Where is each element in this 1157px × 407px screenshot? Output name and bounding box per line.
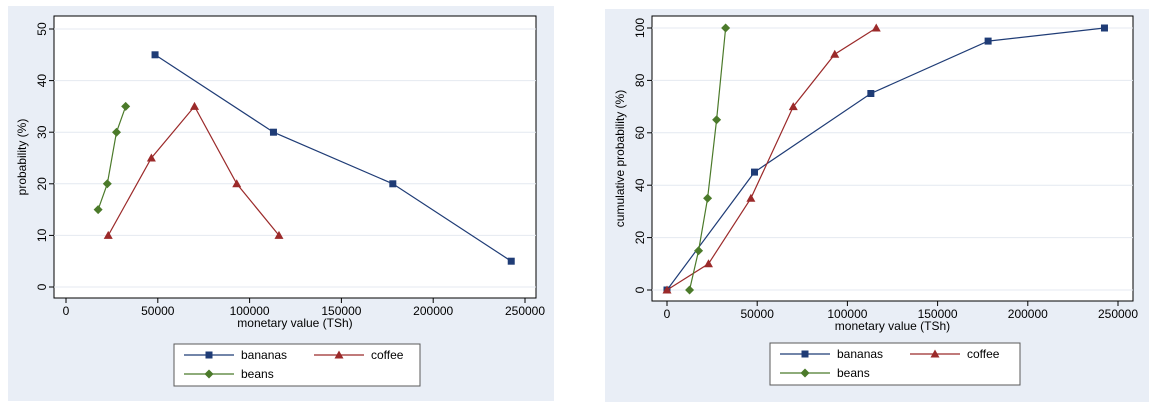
- data-point-bananas: [389, 180, 397, 188]
- data-point-coffee: [746, 193, 756, 202]
- data-point-coffee: [830, 49, 840, 58]
- plot-area: [53, 15, 537, 299]
- x-axis-label: monetary value (TSh): [835, 319, 950, 333]
- x-tick-label: 250000: [1098, 307, 1138, 321]
- data-point-coffee: [274, 230, 284, 239]
- data-point-beans: [102, 179, 112, 189]
- x-tick-label: 50000: [141, 304, 175, 318]
- data-point-coffee: [703, 259, 713, 268]
- series-line-beans: [97, 106, 127, 210]
- x-tick-label: 200000: [413, 304, 453, 318]
- data-point-coffee: [190, 101, 200, 110]
- legend-marker-beans: [204, 369, 214, 379]
- y-axis-label: probability (%): [15, 119, 29, 196]
- series-beans: [685, 23, 731, 295]
- series-line-coffee: [666, 27, 877, 291]
- data-point-beans: [121, 101, 131, 111]
- data-point-bananas: [507, 257, 515, 265]
- x-tick-label: 250000: [505, 304, 545, 318]
- data-point-bananas: [1100, 24, 1108, 32]
- y-tick-label: 50: [35, 22, 49, 36]
- x-tick-label: 0: [63, 304, 70, 318]
- data-point-beans: [111, 127, 121, 137]
- data-point-coffee: [871, 23, 881, 32]
- data-point-bananas: [151, 51, 159, 59]
- data-point-bananas: [750, 168, 758, 176]
- left-chart-panel: 0 10 20 30 40 50 0 50000 100000 150000 200000 25000…: [8, 6, 554, 401]
- legend-marker-bananas: [205, 351, 213, 359]
- x-axis-label: monetary value (TSh): [237, 316, 352, 330]
- data-point-coffee: [662, 285, 672, 294]
- x-tick-label: 150000: [321, 304, 361, 318]
- series-coffee: [662, 23, 881, 294]
- y-axis-label: cumulative probability (%): [613, 90, 627, 227]
- legend-label-coffee: coffee: [967, 347, 1000, 361]
- legend-box: [173, 343, 421, 387]
- x-tick-label: 50000: [741, 307, 775, 321]
- data-point-bananas: [269, 128, 277, 136]
- legend-box: [769, 342, 1021, 386]
- x-tick-label: 100000: [827, 307, 867, 321]
- data-point-coffee: [146, 153, 156, 162]
- legend-label-beans: beans: [837, 366, 870, 380]
- data-point-coffee: [103, 230, 113, 239]
- plot-area: [651, 15, 1134, 302]
- y-tick-label: 0: [633, 286, 647, 293]
- series-bananas: [151, 51, 515, 265]
- y-tick-label: 20: [35, 177, 49, 191]
- y-tick-label: 20: [633, 231, 647, 245]
- data-point-bananas: [984, 37, 992, 45]
- legend: bananas coffee beans: [769, 342, 1021, 386]
- legend: bananas coffee beans: [173, 343, 421, 387]
- data-point-beans: [694, 246, 704, 256]
- legend-marker-coffee: [334, 350, 344, 359]
- legend-marker-beans: [800, 368, 810, 378]
- y-tick-label: 40: [633, 178, 647, 192]
- y-tick-label: 80: [633, 73, 647, 87]
- legend-marker-bananas: [801, 350, 809, 358]
- legend-marker-coffee: [930, 349, 940, 358]
- series-line-bananas: [154, 54, 512, 262]
- x-tick-label: 0: [664, 307, 671, 321]
- right-chart-panel: 0 20 40 60 80 100 0 50000 100000 150000 200000 2500…: [605, 9, 1149, 402]
- series-coffee: [103, 101, 284, 239]
- data-point-beans: [703, 193, 713, 203]
- cumulative-probability-chart: 0 20 40 60 80 100 0 50000 100000 150000 200000 2500…: [613, 15, 1138, 386]
- data-point-beans: [721, 23, 731, 33]
- x-tick-label: 150000: [918, 307, 958, 321]
- legend-label-bananas: bananas: [837, 347, 883, 361]
- legend-label-beans: beans: [241, 367, 274, 381]
- data-point-beans: [712, 115, 722, 125]
- y-tick-label: 0: [35, 283, 49, 290]
- probability-chart: 0 10 20 30 40 50 0 50000 100000 150000 200000 25000…: [15, 15, 545, 387]
- x-tick-label: 200000: [1008, 307, 1048, 321]
- x-tick-label: 100000: [230, 304, 270, 318]
- data-point-coffee: [232, 179, 242, 188]
- legend-label-coffee: coffee: [371, 348, 404, 362]
- y-tick-label: 40: [35, 74, 49, 88]
- legend-label-bananas: bananas: [241, 348, 287, 362]
- y-tick-label: 60: [633, 126, 647, 140]
- y-tick-label: 10: [35, 228, 49, 242]
- data-point-coffee: [788, 102, 798, 111]
- data-point-bananas: [867, 90, 875, 97]
- series-beans: [93, 101, 131, 215]
- data-point-beans: [93, 205, 103, 215]
- y-tick-label: 100: [633, 18, 647, 38]
- y-tick-label: 30: [35, 125, 49, 139]
- data-point-beans: [685, 285, 695, 295]
